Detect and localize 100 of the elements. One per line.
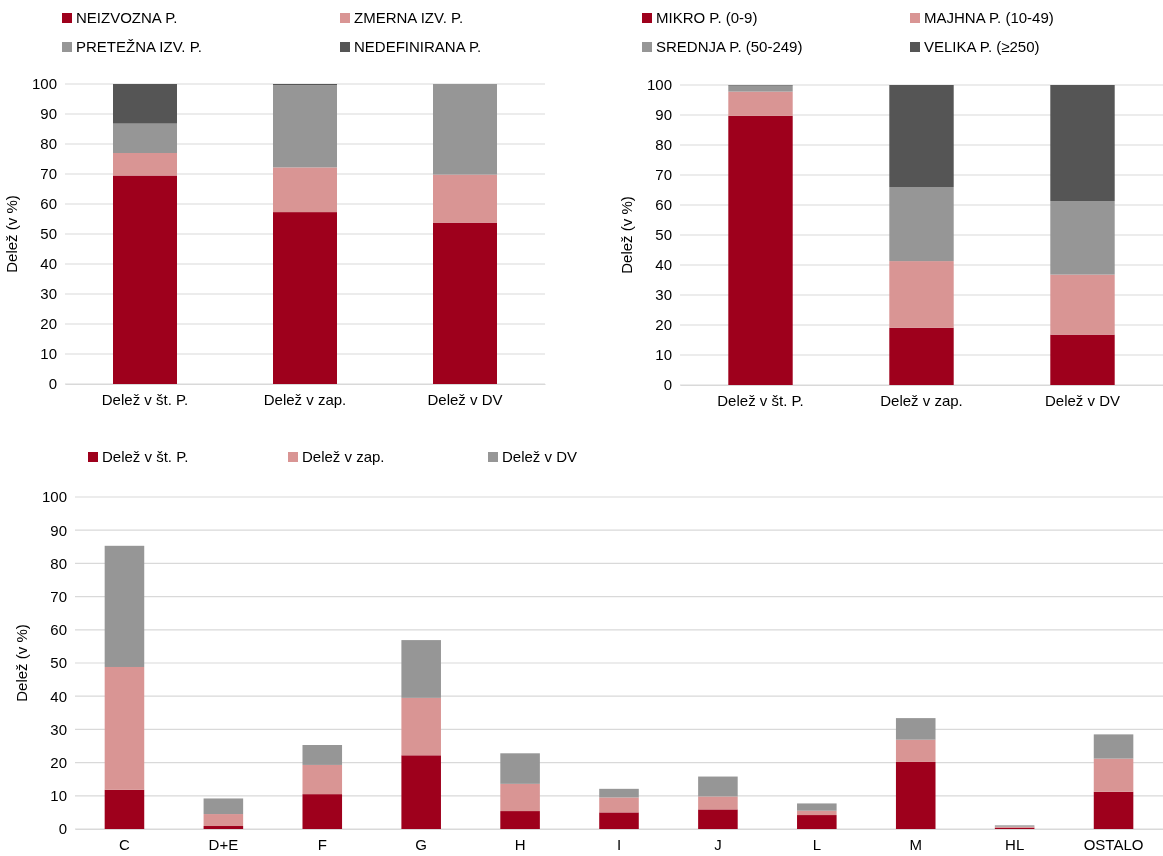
bar xyxy=(797,803,837,811)
legend-label: Delež v zap. xyxy=(302,448,385,465)
bar xyxy=(273,85,337,168)
x-tick-label: H xyxy=(514,835,526,853)
y-tick-label: 60 xyxy=(655,196,672,214)
x-tick-label: L xyxy=(812,835,821,853)
bar xyxy=(203,798,244,815)
bar xyxy=(698,796,738,810)
bar xyxy=(728,115,793,385)
bar xyxy=(1093,791,1134,829)
bar xyxy=(698,776,738,797)
y-tick-label: 30 xyxy=(655,286,672,304)
bar xyxy=(113,153,177,176)
y-tick-label: 10 xyxy=(50,787,67,805)
x-tick-label: Delež v zap. xyxy=(263,390,347,408)
legend-label: SREDNJA P. (50-249) xyxy=(656,38,803,55)
bar xyxy=(728,85,793,92)
x-tick-label: J xyxy=(714,835,722,853)
y-tick-label: 30 xyxy=(50,720,67,738)
y-tick-label: 60 xyxy=(40,195,57,213)
x-tick-label: D+E xyxy=(208,835,239,853)
bar xyxy=(433,222,497,384)
legend-label: MIKRO P. (0-9) xyxy=(656,9,758,26)
x-tick-label: I xyxy=(616,835,622,853)
x-tick-label: F xyxy=(317,835,327,853)
x-tick-label: M xyxy=(909,835,922,853)
y-tick-label: 90 xyxy=(40,105,57,123)
bar xyxy=(401,697,441,756)
bar xyxy=(895,739,936,762)
bar xyxy=(104,545,145,667)
y-tick-label: 100 xyxy=(41,488,67,506)
y-tick-label: 100 xyxy=(646,76,672,94)
x-tick-label: G xyxy=(415,835,428,853)
x-tick-label: Delež v št. P. xyxy=(717,391,804,409)
y-tick-label: 70 xyxy=(50,587,67,605)
bar xyxy=(797,810,837,816)
y-tick-label: 40 xyxy=(40,255,57,273)
y-tick-label: 70 xyxy=(40,165,57,183)
bar xyxy=(401,640,441,698)
y-tick-label: 70 xyxy=(655,166,672,184)
bar xyxy=(797,815,837,829)
y-tick-label: 100 xyxy=(31,75,57,93)
y-tick-label: 0 xyxy=(58,820,67,838)
y-tick-label: 80 xyxy=(40,135,57,153)
y-tick-label: 50 xyxy=(655,226,672,244)
bar xyxy=(500,811,540,829)
bar xyxy=(599,812,639,829)
y-tick-label: 0 xyxy=(663,376,672,394)
y-tick-label: 20 xyxy=(40,315,57,333)
y-tick-label: 0 xyxy=(48,375,57,393)
bar xyxy=(728,91,793,116)
bar xyxy=(113,84,177,124)
y-tick-label: 90 xyxy=(50,521,67,539)
y-tick-label: 80 xyxy=(655,136,672,154)
bar xyxy=(302,764,343,795)
bar xyxy=(1093,734,1134,759)
bar xyxy=(302,794,343,829)
bar xyxy=(1050,201,1115,275)
bar xyxy=(104,666,145,790)
x-tick-label: OSTALO xyxy=(1083,835,1144,853)
y-tick-label: 20 xyxy=(655,316,672,334)
bar xyxy=(599,788,639,798)
legend-label: PRETEŽNA IZV. P. xyxy=(76,38,202,55)
bar xyxy=(104,789,145,829)
y-tick-label: 10 xyxy=(655,346,672,364)
legend-label: ZMERNA IZV. P. xyxy=(354,9,464,26)
legend-label: VELIKA P. (≥250) xyxy=(924,38,1040,55)
legend-label: NEDEFINIRANA P. xyxy=(354,38,482,55)
y-tick-label: 80 xyxy=(50,554,67,572)
bar xyxy=(698,809,738,829)
x-tick-label: HL xyxy=(1005,835,1025,853)
x-tick-label: C xyxy=(119,835,131,853)
legend-label: NEIZVOZNA P. xyxy=(76,9,178,26)
legend-label: MAJHNA P. (10-49) xyxy=(924,9,1054,26)
y-tick-label: 90 xyxy=(655,106,672,124)
y-axis-title: Delež (v %) xyxy=(618,196,635,274)
bar xyxy=(1093,758,1134,792)
x-tick-label: Delež v DV xyxy=(427,390,503,408)
bar xyxy=(500,753,540,784)
y-tick-label: 50 xyxy=(40,225,57,243)
y-tick-label: 60 xyxy=(50,621,67,639)
bar xyxy=(895,761,936,829)
bar xyxy=(889,327,954,385)
bar xyxy=(500,783,540,812)
bar xyxy=(433,84,497,175)
bar xyxy=(401,755,441,829)
bar xyxy=(203,826,244,829)
bar xyxy=(273,167,337,213)
y-tick-label: 30 xyxy=(40,285,57,303)
bar xyxy=(889,85,954,187)
y-tick-label: 40 xyxy=(655,256,672,274)
x-tick-label: Delež v zap. xyxy=(880,391,963,409)
bar xyxy=(1050,334,1115,385)
y-tick-label: 10 xyxy=(40,345,57,363)
x-tick-label: Delež v DV xyxy=(1044,391,1121,409)
x-tick-label: Delež v št. P. xyxy=(101,390,189,408)
bar xyxy=(889,187,954,262)
y-tick-label: 20 xyxy=(50,753,67,771)
bar xyxy=(1050,274,1115,335)
bar xyxy=(1050,85,1115,202)
